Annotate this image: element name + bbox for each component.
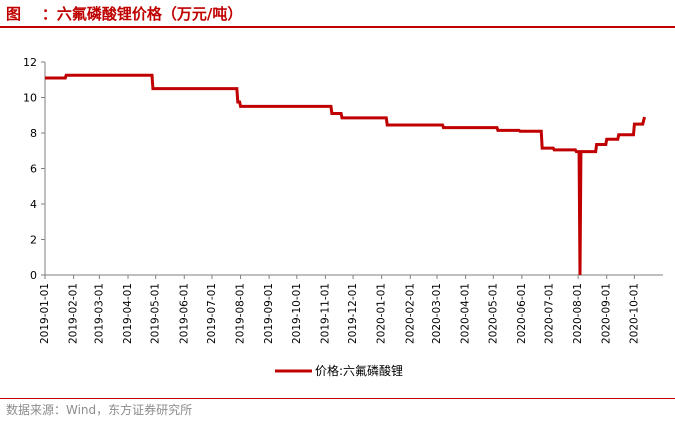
x-tick-label: 2020-07-01 [544,283,556,344]
y-tick-label: 6 [30,163,37,176]
x-tick-label: 2019-03-01 [93,283,105,344]
x-tick-label: 2019-06-01 [178,283,190,344]
legend-label: 价格:六氟磷酸锂 [315,363,403,378]
x-tick-label: 2019-04-01 [122,283,134,344]
x-tick-label: 2020-09-01 [601,283,613,344]
x-tick-label: 2019-12-01 [347,283,359,344]
x-axis: 2019-01-01 2019-02-01 2019-03-01 2019-04-01… [39,274,663,344]
x-tick-label: 2019-08-01 [235,283,247,344]
y-tick-label: 10 [23,92,37,105]
y-tick-label: 4 [30,198,37,211]
x-tick-label: 2019-02-01 [68,283,80,344]
x-tick-label: 2019-10-01 [291,283,303,344]
x-tick-label: 2020-04-01 [460,283,472,344]
x-tick-label: 2019-05-01 [150,283,162,344]
x-tick-label: 2020-10-01 [628,283,640,344]
x-tick-label: 2020-05-01 [487,283,499,344]
source-note: 数据来源：Wind，东方证券研究所 [6,403,193,417]
x-tick-label: 2020-01-01 [376,283,388,344]
y-tick-label: 8 [30,127,37,140]
y-axis: 0 2 4 6 8 10 12 [23,56,46,282]
series-layer [45,73,647,276]
chart-title: 图 ：六氟磷酸锂价格（万元/吨） [6,5,243,23]
x-tick-label: 2020-03-01 [431,283,443,344]
series-line [45,73,647,276]
header-rule [0,26,675,28]
x-tick-label: 2019-11-01 [319,283,331,344]
y-tick-label: 12 [23,56,37,69]
x-tick-label: 2019-07-01 [206,283,218,344]
footer-rule [0,398,675,399]
x-tick-label: 2019-09-01 [263,283,275,344]
x-tick-label: 2019-01-01 [39,283,51,344]
legend: 价格:六氟磷酸锂 [275,363,403,378]
y-tick-label: 2 [30,234,37,247]
x-tick-label: 2020-06-01 [516,283,528,344]
x-tick-label: 2020-08-01 [572,283,584,344]
x-tick-label: 2020-02-01 [404,283,416,344]
y-tick-label: 0 [30,269,37,282]
